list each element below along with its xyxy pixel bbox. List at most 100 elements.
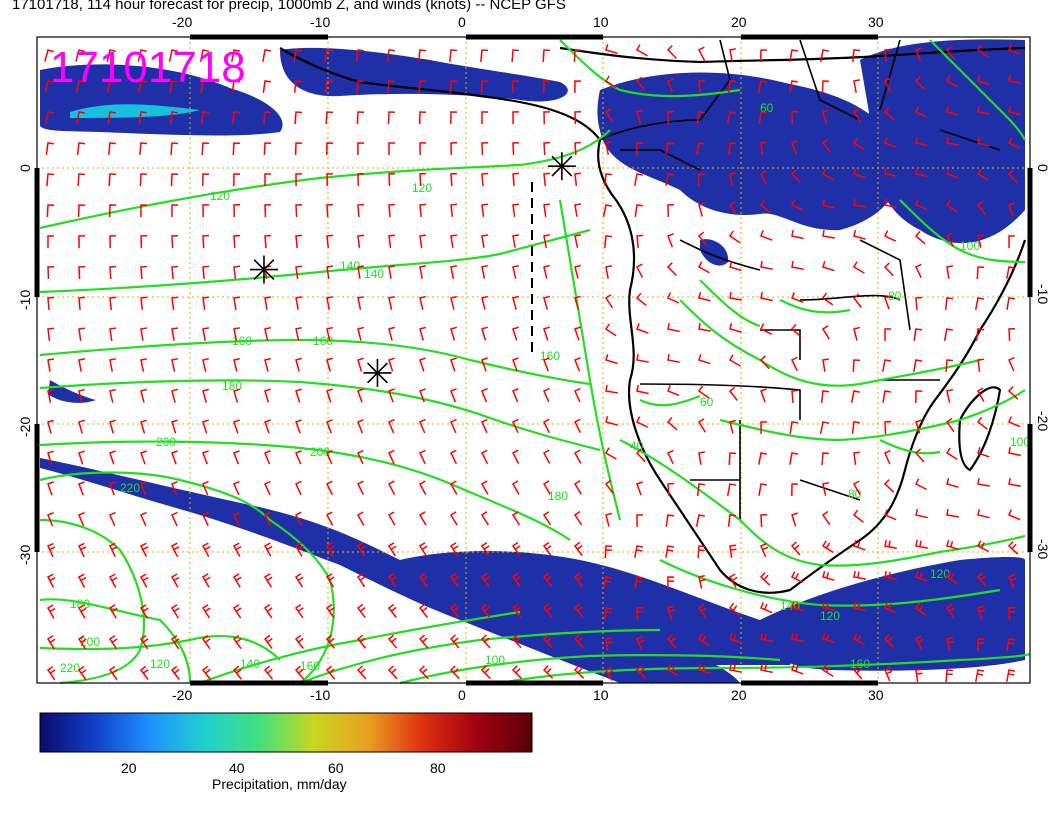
map-panel[interactable]: 120 140 160 160 180 200 200 220 180 120 … <box>34 34 1033 686</box>
wind-barb <box>171 327 179 341</box>
wind-barb <box>233 173 241 187</box>
wind-barb <box>667 385 680 397</box>
wind-barb <box>137 49 147 62</box>
wind-barb <box>139 173 148 187</box>
wind-barb <box>883 262 894 277</box>
wind-barb <box>884 295 891 310</box>
lon-tick-label: 20 <box>731 687 747 703</box>
wind-barb <box>697 261 710 274</box>
contour-label: 160 <box>313 334 333 348</box>
wind-barb <box>977 137 990 147</box>
wind-barb <box>201 634 211 650</box>
wind-barb <box>481 326 488 341</box>
wind-barb <box>760 260 773 270</box>
wind-barb <box>853 326 860 341</box>
wind-barb <box>264 296 272 310</box>
wind-barb <box>357 449 364 465</box>
wind-barb <box>294 542 304 557</box>
wind-barb <box>605 44 618 55</box>
wind-barb <box>789 421 799 435</box>
wind-barb <box>418 511 427 526</box>
wind-barb <box>171 450 178 465</box>
wind-barb <box>108 204 117 218</box>
wind-barb <box>140 327 148 341</box>
wind-barb <box>419 203 427 217</box>
wind-barb <box>511 80 520 94</box>
wind-barb <box>232 542 242 557</box>
wind-barb <box>884 449 891 465</box>
wind-barb <box>387 80 396 94</box>
wind-barb <box>975 669 985 682</box>
wind-barb <box>388 449 395 465</box>
wind-barb <box>199 49 210 62</box>
wind-barb <box>512 141 520 156</box>
wind-barb <box>171 511 178 527</box>
wind-barb <box>202 265 210 279</box>
wind-barb <box>418 665 429 680</box>
wind-barb <box>850 390 861 403</box>
wind-barb <box>169 111 179 124</box>
wind-barb <box>820 390 830 403</box>
contour-label: 160 <box>850 657 870 671</box>
lon-tick-label: -20 <box>172 14 192 30</box>
wind-barb <box>47 235 54 248</box>
wind-barb <box>77 173 86 187</box>
wind-barb <box>450 111 458 125</box>
wind-barb <box>789 80 799 93</box>
wind-barb <box>698 451 706 465</box>
wind-barb <box>976 44 989 58</box>
wind-barb <box>884 328 891 342</box>
wind-barb <box>232 665 243 680</box>
wind-barb <box>760 542 769 558</box>
wind-barb <box>294 603 304 619</box>
wind-barb <box>78 542 87 558</box>
wind-barb <box>573 572 584 587</box>
wind-barb <box>915 47 922 62</box>
wind-barb <box>47 327 55 341</box>
contour-label: 180 <box>70 597 90 611</box>
wind-barb <box>202 234 210 249</box>
wind-barb <box>790 541 801 556</box>
wind-barb <box>573 665 585 679</box>
wind-barb <box>140 204 148 218</box>
wind-barb <box>976 266 985 280</box>
wind-barb <box>636 323 649 334</box>
wind-barb <box>791 389 799 404</box>
wind-barb <box>47 512 54 527</box>
wind-barb <box>543 234 551 248</box>
contour-label: 180 <box>222 379 242 393</box>
wind-barb <box>419 326 426 341</box>
wind-barb <box>604 447 617 460</box>
wind-barb <box>449 80 458 94</box>
wind-barb <box>109 481 116 496</box>
wind-barb <box>1007 541 1019 555</box>
wind-barb <box>140 388 147 403</box>
lon-tick-label: 10 <box>593 687 609 703</box>
wind-barb <box>106 49 116 62</box>
wind-barb <box>233 388 241 403</box>
wind-barb <box>697 173 706 187</box>
wind-barb <box>945 199 958 213</box>
lat-tick-label: 0 <box>17 164 33 172</box>
wind-barb <box>418 80 427 94</box>
wind-barb <box>666 664 680 677</box>
wind-barb <box>202 480 209 496</box>
wind-barb <box>295 203 303 218</box>
wind-barb <box>140 481 147 496</box>
wind-barb <box>636 234 644 248</box>
wind-barb <box>821 168 834 181</box>
wind-barb <box>728 230 741 244</box>
wind-barb <box>822 261 835 272</box>
wind-barb <box>168 49 179 62</box>
colorbar-tick-label: 80 <box>430 760 446 776</box>
wind-barb <box>604 666 614 681</box>
wind-barb <box>47 450 54 465</box>
lon-tick-label: 10 <box>593 14 609 30</box>
wind-barb <box>634 545 644 558</box>
wind-barb <box>233 419 240 434</box>
wind-barb <box>1008 509 1021 521</box>
wind-barb <box>853 602 866 612</box>
wind-barb <box>47 388 55 403</box>
wind-barb <box>573 418 582 434</box>
wind-barb <box>294 511 303 526</box>
